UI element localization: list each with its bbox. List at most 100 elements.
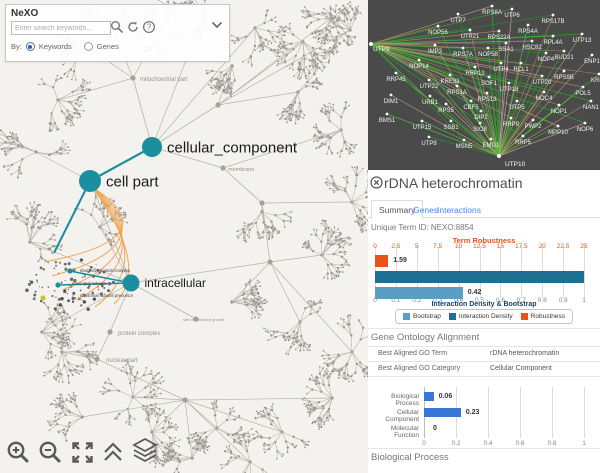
- gene-node[interactable]: [540, 74, 544, 78]
- gene-node[interactable]: [433, 43, 437, 47]
- gene-hub-node[interactable]: [497, 154, 501, 158]
- gene-hub-node[interactable]: [369, 42, 373, 46]
- gene-node[interactable]: [590, 53, 594, 57]
- selected-term-node[interactable]: [79, 170, 101, 192]
- gene-node[interactable]: [468, 28, 472, 32]
- interaction-edge: [490, 138, 500, 157]
- gene-node[interactable]: [469, 99, 473, 103]
- tab-interactions[interactable]: Interactions: [437, 205, 481, 215]
- gene-node[interactable]: [542, 90, 546, 94]
- gene-node[interactable]: [562, 69, 566, 73]
- gene-node[interactable]: [417, 58, 421, 62]
- gene-node[interactable]: [427, 135, 431, 139]
- gene-node[interactable]: [504, 41, 508, 45]
- gene-node-label: KRR1: [591, 78, 600, 84]
- legend-item-interaction-density[interactable]: Interaction Density: [448, 313, 513, 320]
- close-icon[interactable]: [370, 176, 383, 189]
- gene-node[interactable]: [531, 118, 535, 122]
- gene-node[interactable]: [510, 7, 514, 11]
- gene-node[interactable]: [479, 109, 483, 113]
- gene-node[interactable]: [580, 32, 584, 36]
- gene-node[interactable]: [485, 91, 489, 95]
- tab-genes[interactable]: Genes: [413, 205, 439, 215]
- ontology-term-node[interactable]: [193, 316, 199, 322]
- search-icon[interactable]: [110, 20, 124, 34]
- gene-node[interactable]: [515, 99, 519, 103]
- collapse-panel-chevron-icon[interactable]: [211, 21, 223, 29]
- gene-node[interactable]: [556, 124, 560, 128]
- gene-node[interactable]: [427, 78, 431, 82]
- ontology-term-node[interactable]: [220, 165, 226, 171]
- gene-node[interactable]: [551, 34, 555, 38]
- gene-node[interactable]: [489, 137, 493, 141]
- layers-icon[interactable]: [131, 437, 159, 465]
- interaction-edge: [498, 135, 524, 157]
- highlighted-term-node[interactable]: [40, 295, 46, 301]
- gene-node-label: NOP56: [428, 30, 448, 36]
- gene-node[interactable]: [385, 112, 389, 116]
- gene-node[interactable]: [544, 51, 548, 55]
- gene-node[interactable]: [436, 24, 440, 28]
- gene-node[interactable]: [589, 99, 593, 103]
- help-icon[interactable]: ?: [142, 20, 156, 34]
- ontology-term-node[interactable]: [215, 102, 221, 108]
- ontology-term-node[interactable]: [94, 356, 100, 362]
- gene-node[interactable]: [530, 39, 534, 43]
- selected-term-node[interactable]: [122, 274, 140, 292]
- gene-node[interactable]: [428, 94, 432, 98]
- gene-node[interactable]: [389, 93, 393, 97]
- gene-node[interactable]: [519, 61, 523, 65]
- gene-node[interactable]: [551, 13, 555, 17]
- radio-genes[interactable]: [83, 42, 93, 51]
- legend-item-robustness[interactable]: Robustness: [520, 313, 565, 320]
- gene-node[interactable]: [462, 138, 466, 142]
- search-input[interactable]: [11, 21, 111, 35]
- gene-node[interactable]: [581, 85, 585, 89]
- gene-node[interactable]: [478, 121, 482, 125]
- gene-interaction-canvas[interactable]: RPS8A UTP6 UTP7 RPS17B NOP56 UTP21 RPS22A RPS4A…: [368, 0, 600, 170]
- gene-node[interactable]: [497, 29, 501, 33]
- ontology-term-node[interactable]: [130, 75, 136, 81]
- gene-node[interactable]: [597, 72, 600, 76]
- gene-node[interactable]: [420, 119, 424, 123]
- ontology-term-node[interactable]: [182, 397, 188, 403]
- gene-node[interactable]: [456, 12, 460, 16]
- ontology-term-node[interactable]: [267, 259, 273, 265]
- legend-item-bootstrap[interactable]: Bootstrap: [403, 313, 441, 320]
- gene-node[interactable]: [473, 65, 477, 69]
- gene-node[interactable]: [455, 84, 459, 88]
- gene-node[interactable]: [449, 119, 453, 123]
- fit-view-icon[interactable]: [70, 440, 95, 465]
- gene-node-label: UTP8: [421, 141, 437, 147]
- tab-summary[interactable]: Summary: [371, 200, 424, 220]
- gene-node[interactable]: [490, 4, 494, 8]
- gene-node[interactable]: [583, 121, 587, 125]
- gene-node-label: KRE33: [440, 79, 460, 85]
- gene-node[interactable]: [461, 46, 465, 50]
- ontology-term-node[interactable]: [107, 329, 113, 335]
- gene-node[interactable]: [562, 49, 566, 53]
- gene-node[interactable]: [486, 46, 490, 50]
- gene-node[interactable]: [521, 134, 525, 138]
- ontology-term-node[interactable]: [259, 200, 265, 206]
- interaction-edge: [498, 62, 502, 157]
- gene-node[interactable]: [444, 102, 448, 106]
- gene-node[interactable]: [499, 61, 503, 65]
- gene-node[interactable]: [394, 71, 398, 75]
- collapse-all-icon[interactable]: [102, 440, 124, 465]
- gene-node[interactable]: [448, 73, 452, 77]
- gene-node[interactable]: [509, 116, 513, 120]
- interaction-edge: [498, 122, 586, 157]
- selected-term-node[interactable]: [142, 137, 162, 157]
- gene-node[interactable]: [557, 103, 561, 107]
- gene-node[interactable]: [507, 81, 511, 85]
- zoom-in-icon[interactable]: [6, 440, 31, 465]
- gene-node[interactable]: [487, 75, 491, 79]
- zoom-out-icon[interactable]: [38, 440, 63, 465]
- gene-node[interactable]: [526, 23, 530, 27]
- interaction-edge: [428, 136, 500, 157]
- gene-node-label: SSB1: [443, 125, 459, 131]
- radio-keywords[interactable]: [25, 42, 35, 51]
- refresh-icon[interactable]: [126, 20, 140, 34]
